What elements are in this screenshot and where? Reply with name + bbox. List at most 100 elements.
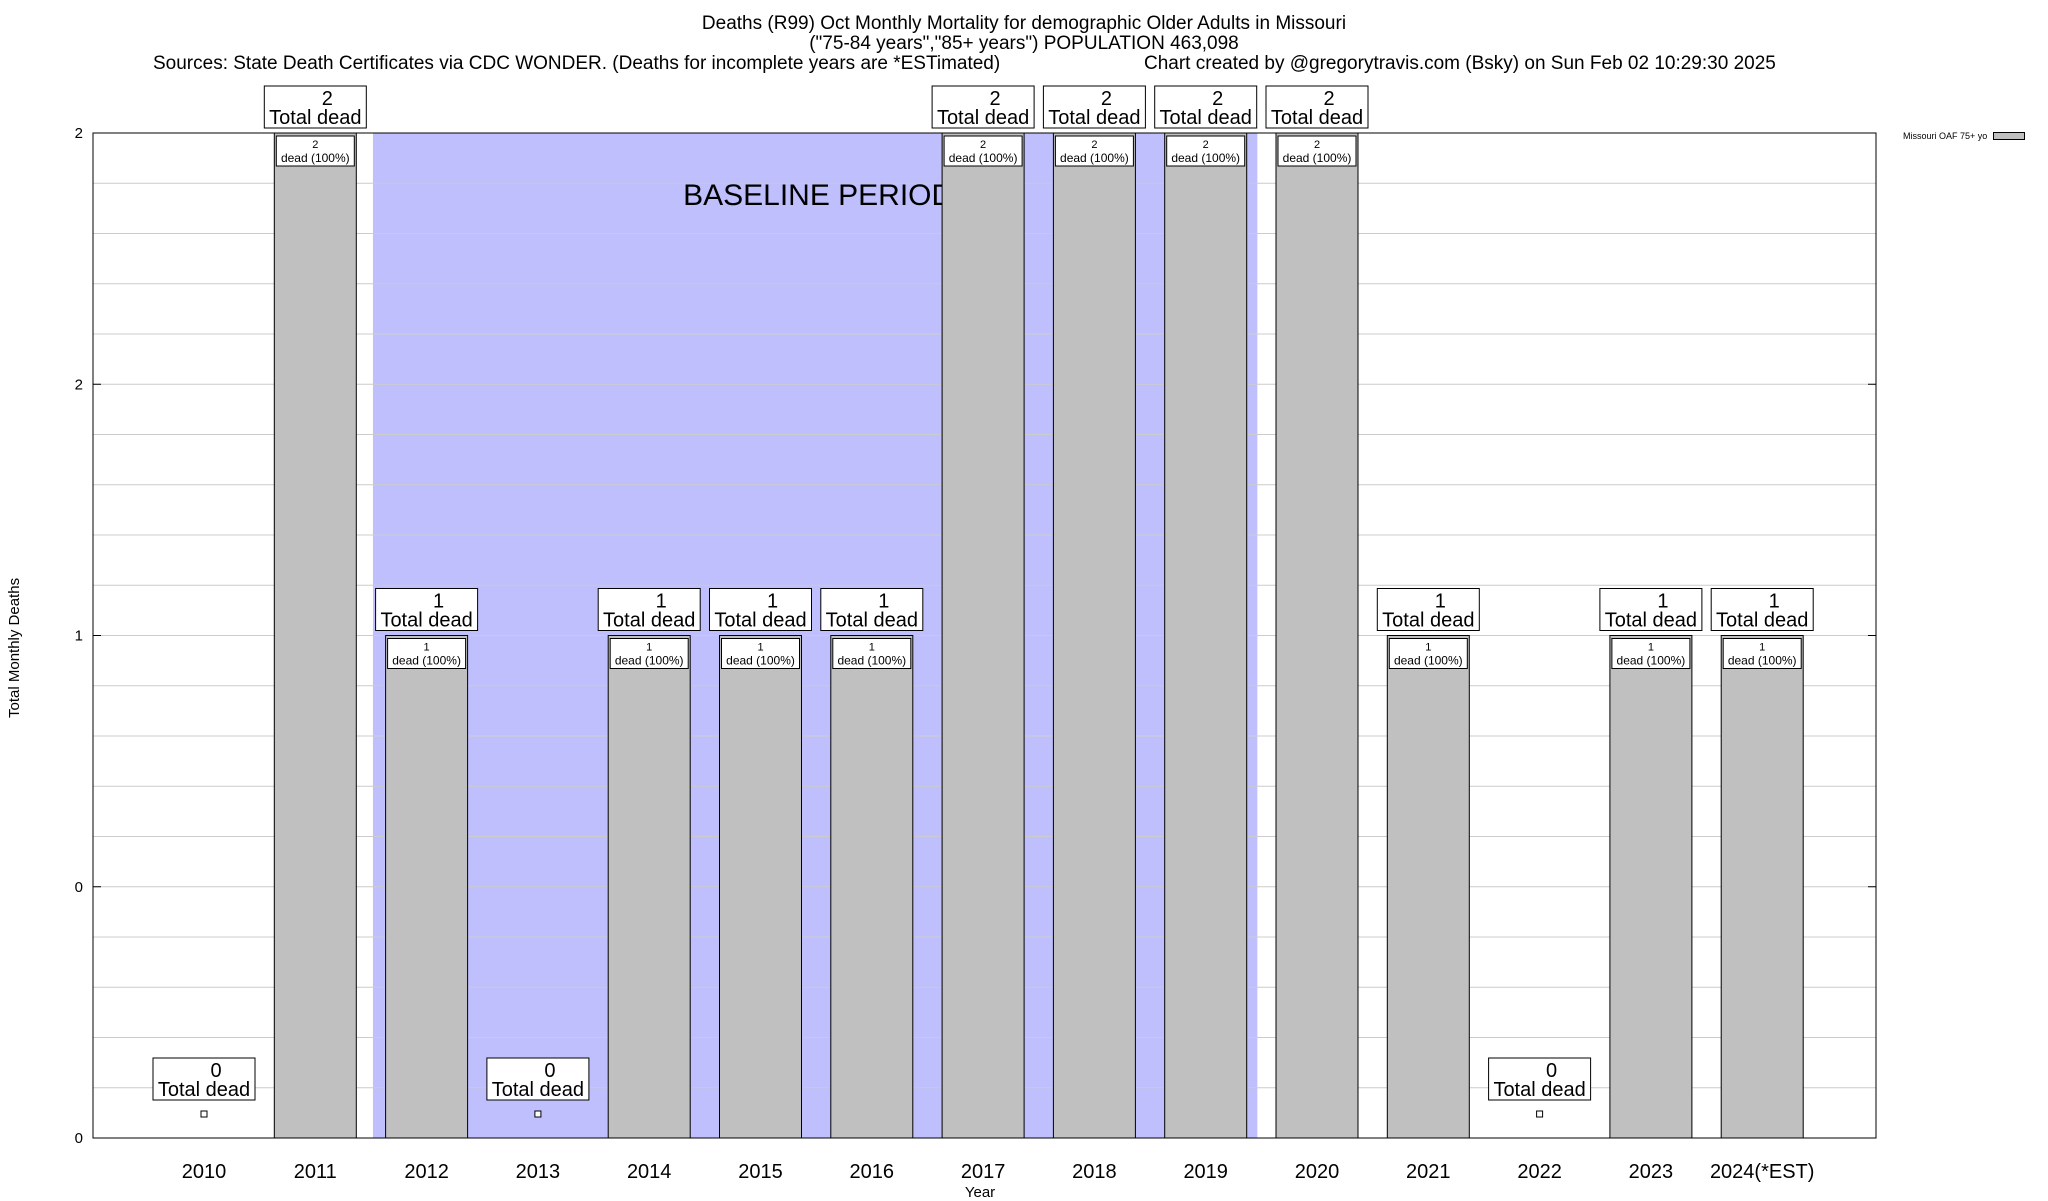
total-label-count: 1 xyxy=(767,591,778,613)
inner-label-count: 2 xyxy=(1314,139,1320,151)
total-label-count: 1 xyxy=(433,591,444,613)
inner-label-box xyxy=(609,638,689,669)
total-label-count: 1 xyxy=(656,591,667,613)
total-label-count: 2 xyxy=(1323,88,1334,110)
inner-label-text: dead (100%) xyxy=(837,654,906,668)
total-label-text: Total dead xyxy=(937,107,1029,129)
total-label-text: Total dead xyxy=(492,1079,584,1101)
inner-label-text: dead (100%) xyxy=(1283,151,1352,165)
bar xyxy=(719,635,802,1139)
total-label-count: 1 xyxy=(1435,591,1446,613)
total-label-box xyxy=(375,588,479,631)
inner-label-box xyxy=(1166,135,1246,167)
bar xyxy=(607,635,691,1139)
inner-label-box xyxy=(832,638,912,669)
total-label-box xyxy=(263,85,367,129)
x-tick-label: 2013 xyxy=(516,1161,561,1183)
inner-label-count: 1 xyxy=(1648,642,1654,654)
total-label-box xyxy=(931,85,1035,129)
inner-label-count: 1 xyxy=(424,642,430,654)
total-label-box xyxy=(1710,588,1814,631)
bar xyxy=(1275,132,1359,1139)
inner-label-box xyxy=(1611,638,1691,669)
x-axis-label: Year xyxy=(964,1184,996,1201)
total-label-text: Total dead xyxy=(269,107,361,129)
total-label-text: Total dead xyxy=(1160,107,1252,129)
total-label-count: 0 xyxy=(544,1060,555,1082)
sources-note: Sources: State Death Certificates via CD… xyxy=(153,53,1001,74)
legend-label: Missouri OAF 75+ yo xyxy=(1903,131,1988,141)
total-label-box xyxy=(820,588,924,631)
x-tick-label: 2019 xyxy=(1183,1161,1228,1183)
bar xyxy=(941,132,1025,1139)
x-tick-label: 2024(*EST) xyxy=(1710,1161,1815,1183)
credit-note: Chart created by @gregorytravis.com (Bsk… xyxy=(1144,53,1776,74)
inner-label-box xyxy=(1054,135,1134,167)
total-label-count: 0 xyxy=(210,1060,221,1082)
y-tick-label: 2 xyxy=(75,125,83,142)
inner-label-box xyxy=(721,638,800,669)
total-label-count: 2 xyxy=(990,88,1001,110)
total-label-text: Total dead xyxy=(714,610,806,632)
y-tick-label: 2 xyxy=(75,376,83,393)
x-tick-label: 2023 xyxy=(1629,1161,1674,1183)
inner-label-count: 2 xyxy=(312,139,318,151)
inner-label-text: dead (100%) xyxy=(1728,654,1797,668)
bar xyxy=(1386,635,1470,1139)
total-label-box xyxy=(1265,85,1369,129)
x-tick-label: 2015 xyxy=(738,1161,783,1183)
inner-label-box xyxy=(1388,638,1468,669)
total-label-box xyxy=(1154,85,1258,129)
total-label-count: 2 xyxy=(322,88,333,110)
total-label-count: 1 xyxy=(1769,591,1780,613)
bar xyxy=(1164,132,1248,1139)
total-label-text: Total dead xyxy=(603,610,695,632)
total-label-text: Total dead xyxy=(1605,610,1697,632)
total-label-count: 2 xyxy=(1212,88,1223,110)
inner-label-box xyxy=(275,135,355,167)
x-tick-label: 2022 xyxy=(1517,1161,1562,1183)
total-label-box xyxy=(1042,85,1146,129)
total-label-text: Total dead xyxy=(1716,610,1808,632)
total-label-text: Total dead xyxy=(158,1079,250,1101)
inner-label-text: dead (100%) xyxy=(726,654,795,668)
inner-label-box xyxy=(1722,638,1802,669)
inner-label-box xyxy=(943,135,1023,167)
total-label-text: Total dead xyxy=(380,610,472,632)
chart-title: Deaths (R99) Oct Monthly Mortality for d… xyxy=(701,13,1347,34)
x-tick-label: 2021 xyxy=(1406,1161,1451,1183)
x-tick-label: 2014 xyxy=(627,1161,672,1183)
zero-marker xyxy=(534,1110,542,1118)
total-label-count: 2 xyxy=(1101,88,1112,110)
inner-label-count: 1 xyxy=(1759,642,1765,654)
inner-label-text: dead (100%) xyxy=(1617,654,1686,668)
inner-label-text: dead (100%) xyxy=(1171,151,1240,165)
legend: Missouri OAF 75+ yo xyxy=(1903,131,2026,141)
total-label-box xyxy=(597,588,701,631)
inner-label-count: 1 xyxy=(757,642,763,654)
y-tick-label: 0 xyxy=(75,879,83,896)
y-tick-label: 1 xyxy=(75,628,83,645)
inner-label-text: dead (100%) xyxy=(1394,654,1463,668)
zero-marker xyxy=(200,1110,208,1118)
total-label-text: Total dead xyxy=(1271,107,1363,129)
total-label-box xyxy=(152,1057,256,1101)
inner-label-count: 1 xyxy=(1425,642,1431,654)
inner-label-box xyxy=(1277,135,1357,167)
y-tick-label: 0 xyxy=(75,1130,83,1147)
inner-label-count: 2 xyxy=(980,139,986,151)
x-tick-label: 2017 xyxy=(961,1161,1006,1183)
bar xyxy=(1052,132,1136,1139)
total-label-box xyxy=(486,1057,590,1101)
total-label-count: 0 xyxy=(1546,1060,1557,1082)
bar xyxy=(1609,635,1693,1139)
bar xyxy=(1720,635,1804,1139)
inner-label-box xyxy=(387,638,467,669)
inner-label-count: 1 xyxy=(646,642,652,654)
y-axis-label: Total Monthly Deaths xyxy=(6,577,23,718)
x-tick-label: 2011 xyxy=(294,1161,337,1183)
baseline-label: BASELINE PERIOD xyxy=(683,179,953,212)
bar xyxy=(273,132,357,1139)
total-label-text: Total dead xyxy=(826,610,918,632)
